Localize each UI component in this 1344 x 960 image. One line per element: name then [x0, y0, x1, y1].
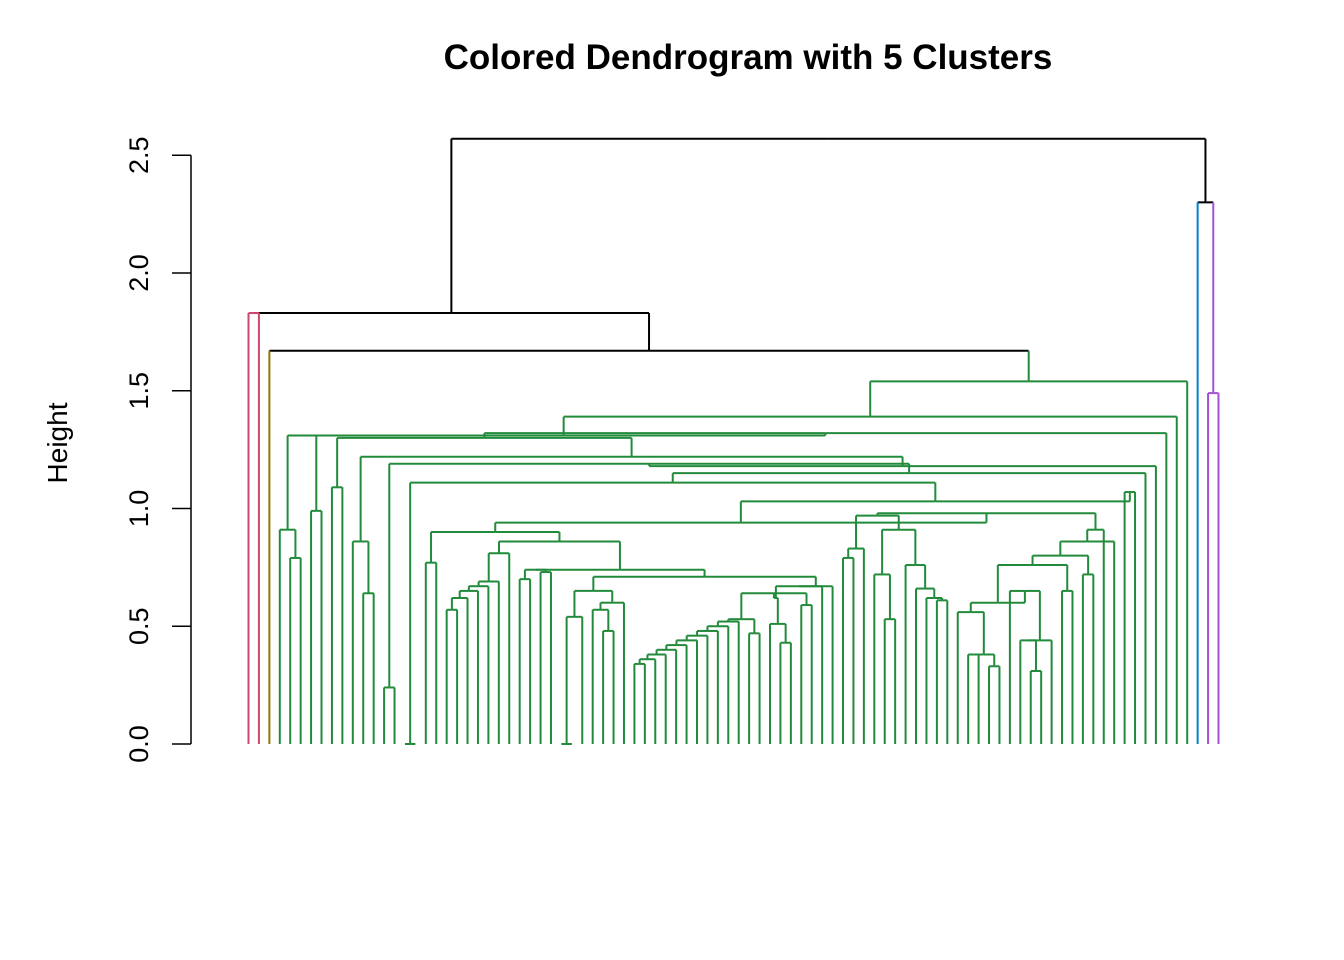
- y-tick-label: 2.0: [124, 254, 154, 292]
- dendrogram-tree: [247, 137, 1220, 745]
- y-tick-label: 2.5: [124, 136, 154, 174]
- y-tick-label: 0.5: [124, 607, 154, 645]
- y-tick-label: 1.0: [124, 490, 154, 528]
- y-tick-label: 1.5: [124, 372, 154, 410]
- y-tick-label: 0.0: [124, 725, 154, 763]
- y-axis: 0.0 0.5 1.0 1.5 2.0 2.5: [124, 136, 192, 763]
- chart-title: Colored Dendrogram with 5 Clusters: [443, 38, 1053, 77]
